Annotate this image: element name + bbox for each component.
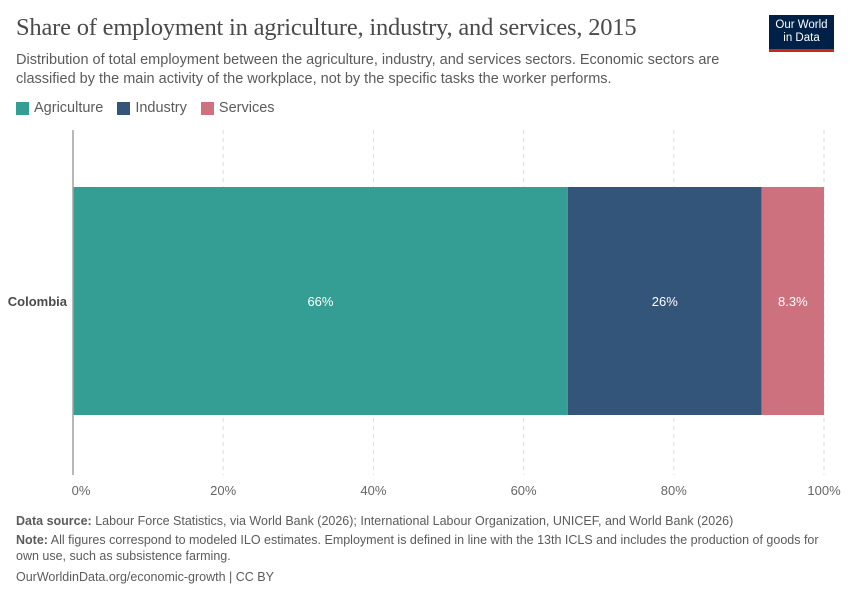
x-tick-label: 0% — [72, 483, 91, 498]
data-source: Data source: Labour Force Statistics, vi… — [16, 513, 733, 529]
note: Note: All figures correspond to modeled … — [16, 532, 831, 564]
note-text: All figures correspond to modeled ILO es… — [16, 533, 819, 563]
bar-label-agriculture: 66% — [307, 294, 333, 309]
bar-services[interactable] — [761, 187, 824, 415]
x-tick-label: 40% — [360, 483, 386, 498]
bar-agriculture[interactable] — [73, 187, 568, 415]
note-label: Note: — [16, 533, 48, 547]
owid-logo[interactable]: Our World in Data — [769, 15, 834, 52]
legend-label-services: Services — [218, 100, 275, 116]
category-label: Colombia — [8, 294, 68, 309]
legend-swatch-agriculture — [16, 101, 29, 115]
legend-label-agriculture: Agriculture — [34, 100, 104, 116]
x-tick-label: 60% — [511, 483, 537, 498]
bar-industry[interactable] — [567, 187, 762, 415]
stacked-bar-chart: 66% 26% 8.3% Colombia 0% 20% 40% 60% 80% 100% — [8, 130, 841, 498]
bar-label-services: 8.3% — [778, 294, 808, 309]
legend-swatch-industry — [117, 101, 131, 115]
legend-item-services[interactable]: Services — [200, 100, 275, 116]
logo-line-1: Our World — [775, 19, 828, 31]
legend-swatch-services — [200, 101, 214, 115]
bar-label-industry: 26% — [652, 294, 678, 309]
x-tick-label: 80% — [661, 483, 687, 498]
legend-item-agriculture[interactable]: Agriculture — [16, 100, 103, 116]
legend: Agriculture Industry Services — [16, 100, 289, 116]
data-source-label: Data source: — [16, 514, 92, 528]
x-tick-label: 100% — [807, 483, 841, 498]
chart-title: Share of employment in agriculture, indu… — [16, 14, 637, 41]
legend-label-industry: Industry — [135, 100, 187, 116]
x-tick-label: 20% — [210, 483, 236, 498]
data-source-text: Labour Force Statistics, via World Bank … — [91, 514, 734, 528]
chart-subtitle: Distribution of total employment between… — [16, 52, 720, 87]
legend-item-industry[interactable]: Industry — [117, 100, 187, 116]
source-url[interactable]: OurWorldinData.org/economic-growth | CC … — [16, 570, 274, 584]
logo-line-2: in Data — [783, 32, 820, 44]
